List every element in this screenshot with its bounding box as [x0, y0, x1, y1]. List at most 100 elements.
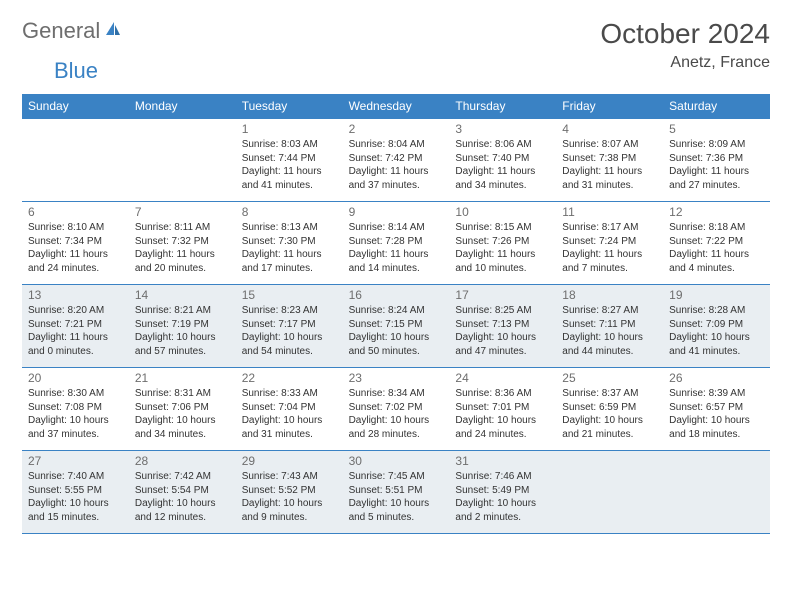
day-number: 25: [562, 371, 657, 385]
week-row: 1 Sunrise: 8:03 AMSunset: 7:44 PMDaylight…: [22, 119, 770, 202]
sunrise-text: Sunrise: 8:37 AM: [562, 387, 657, 401]
day-info: Sunrise: 8:25 AMSunset: 7:13 PMDaylight:…: [455, 304, 550, 358]
day-info: Sunrise: 8:04 AMSunset: 7:42 PMDaylight:…: [349, 138, 444, 192]
sunrise-text: Sunrise: 8:34 AM: [349, 387, 444, 401]
day-number: 15: [242, 288, 337, 302]
sunrise-text: Sunrise: 8:09 AM: [669, 138, 764, 152]
sunrise-text: Sunrise: 8:07 AM: [562, 138, 657, 152]
day-cell: 29Sunrise: 7:43 AMSunset: 5:52 PMDayligh…: [236, 451, 343, 533]
week-row: 6Sunrise: 8:10 AMSunset: 7:34 PMDaylight…: [22, 202, 770, 285]
day-cell: [129, 119, 236, 201]
day-info: Sunrise: 8:39 AMSunset: 6:57 PMDaylight:…: [669, 387, 764, 441]
day-cell: 6Sunrise: 8:10 AMSunset: 7:34 PMDaylight…: [22, 202, 129, 284]
day-cell: 8Sunrise: 8:13 AMSunset: 7:30 PMDaylight…: [236, 202, 343, 284]
sunset-text: Sunset: 7:24 PM: [562, 235, 657, 249]
sunset-text: Sunset: 7:19 PM: [135, 318, 230, 332]
day-info: Sunrise: 8:28 AMSunset: 7:09 PMDaylight:…: [669, 304, 764, 358]
daylight-text: Daylight: 11 hours and 34 minutes.: [455, 165, 550, 192]
sunset-text: Sunset: 7:13 PM: [455, 318, 550, 332]
sunset-text: Sunset: 7:22 PM: [669, 235, 764, 249]
day-number: 19: [669, 288, 764, 302]
daylight-text: Daylight: 10 hours and 50 minutes.: [349, 331, 444, 358]
day-cell: 10Sunrise: 8:15 AMSunset: 7:26 PMDayligh…: [449, 202, 556, 284]
daylight-text: Daylight: 10 hours and 5 minutes.: [349, 497, 444, 524]
sunset-text: Sunset: 7:17 PM: [242, 318, 337, 332]
day-cell: 19 Sunrise: 8:28 AMSunset: 7:09 PMDayligh…: [663, 285, 770, 367]
sunset-text: Sunset: 5:55 PM: [28, 484, 123, 498]
day-number: 1: [242, 122, 337, 136]
daylight-text: Daylight: 10 hours and 54 minutes.: [242, 331, 337, 358]
day-number: 13: [28, 288, 123, 302]
day-cell: 13Sunrise: 8:20 AMSunset: 7:21 PMDayligh…: [22, 285, 129, 367]
day-info: Sunrise: 8:30 AMSunset: 7:08 PMDaylight:…: [28, 387, 123, 441]
daylight-text: Daylight: 10 hours and 18 minutes.: [669, 414, 764, 441]
sunset-text: Sunset: 7:34 PM: [28, 235, 123, 249]
day-cell: 16 Sunrise: 8:24 AMSunset: 7:15 PMDayligh…: [343, 285, 450, 367]
day-header: Monday: [129, 94, 236, 119]
day-number: 21: [135, 371, 230, 385]
day-cell: 17 Sunrise: 8:25 AMSunset: 7:13 PMDayligh…: [449, 285, 556, 367]
day-cell: 28 Sunrise: 7:42 AMSunset: 5:54 PMDayligh…: [129, 451, 236, 533]
day-info: Sunrise: 8:27 AMSunset: 7:11 PMDaylight:…: [562, 304, 657, 358]
sunset-text: Sunset: 6:57 PM: [669, 401, 764, 415]
day-cell: 22 Sunrise: 8:33 AMSunset: 7:04 PMDayligh…: [236, 368, 343, 450]
day-number: 24: [455, 371, 550, 385]
day-info: Sunrise: 8:37 AMSunset: 6:59 PMDaylight:…: [562, 387, 657, 441]
day-info: Sunrise: 8:06 AMSunset: 7:40 PMDaylight:…: [455, 138, 550, 192]
daylight-text: Daylight: 10 hours and 47 minutes.: [455, 331, 550, 358]
day-info: Sunrise: 8:03 AMSunset: 7:44 PMDaylight:…: [242, 138, 337, 192]
day-info: Sunrise: 8:33 AMSunset: 7:04 PMDaylight:…: [242, 387, 337, 441]
sunrise-text: Sunrise: 8:11 AM: [135, 221, 230, 235]
sunset-text: Sunset: 7:38 PM: [562, 152, 657, 166]
day-cell: 26Sunrise: 8:39 AMSunset: 6:57 PMDayligh…: [663, 368, 770, 450]
daylight-text: Daylight: 11 hours and 27 minutes.: [669, 165, 764, 192]
day-info: Sunrise: 8:34 AMSunset: 7:02 PMDaylight:…: [349, 387, 444, 441]
week-row: 20Sunrise: 8:30 AMSunset: 7:08 PMDayligh…: [22, 368, 770, 451]
day-number: 28: [135, 454, 230, 468]
sunrise-text: Sunrise: 8:13 AM: [242, 221, 337, 235]
day-number: 31: [455, 454, 550, 468]
day-cell: 31 Sunrise: 7:46 AMSunset: 5:49 PMDayligh…: [449, 451, 556, 533]
day-number: 12: [669, 205, 764, 219]
sunset-text: Sunset: 7:02 PM: [349, 401, 444, 415]
sunrise-text: Sunrise: 8:18 AM: [669, 221, 764, 235]
sunset-text: Sunset: 5:52 PM: [242, 484, 337, 498]
day-cell: [22, 119, 129, 201]
sunrise-text: Sunrise: 8:36 AM: [455, 387, 550, 401]
daylight-text: Daylight: 11 hours and 0 minutes.: [28, 331, 123, 358]
day-number: 30: [349, 454, 444, 468]
day-info: Sunrise: 8:13 AMSunset: 7:30 PMDaylight:…: [242, 221, 337, 275]
sunrise-text: Sunrise: 8:17 AM: [562, 221, 657, 235]
day-info: Sunrise: 7:46 AMSunset: 5:49 PMDaylight:…: [455, 470, 550, 524]
day-cell: [556, 451, 663, 533]
daylight-text: Daylight: 11 hours and 31 minutes.: [562, 165, 657, 192]
sunrise-text: Sunrise: 8:39 AM: [669, 387, 764, 401]
sunset-text: Sunset: 7:30 PM: [242, 235, 337, 249]
sunrise-text: Sunrise: 8:23 AM: [242, 304, 337, 318]
day-cell: 20Sunrise: 8:30 AMSunset: 7:08 PMDayligh…: [22, 368, 129, 450]
daylight-text: Daylight: 10 hours and 57 minutes.: [135, 331, 230, 358]
day-cell: 4Sunrise: 8:07 AMSunset: 7:38 PMDaylight…: [556, 119, 663, 201]
day-header: Wednesday: [343, 94, 450, 119]
day-number: 3: [455, 122, 550, 136]
weeks-container: 1 Sunrise: 8:03 AMSunset: 7:44 PMDaylight…: [22, 119, 770, 534]
day-cell: 12Sunrise: 8:18 AMSunset: 7:22 PMDayligh…: [663, 202, 770, 284]
sunrise-text: Sunrise: 8:15 AM: [455, 221, 550, 235]
sunset-text: Sunset: 5:51 PM: [349, 484, 444, 498]
day-cell: 2Sunrise: 8:04 AMSunset: 7:42 PMDaylight…: [343, 119, 450, 201]
daylight-text: Daylight: 11 hours and 20 minutes.: [135, 248, 230, 275]
sunset-text: Sunset: 7:15 PM: [349, 318, 444, 332]
day-number: 17: [455, 288, 550, 302]
day-info: Sunrise: 7:45 AMSunset: 5:51 PMDaylight:…: [349, 470, 444, 524]
daylight-text: Daylight: 11 hours and 41 minutes.: [242, 165, 337, 192]
day-cell: 1 Sunrise: 8:03 AMSunset: 7:44 PMDaylight…: [236, 119, 343, 201]
day-cell: 9Sunrise: 8:14 AMSunset: 7:28 PMDaylight…: [343, 202, 450, 284]
day-number: 22: [242, 371, 337, 385]
sunset-text: Sunset: 7:09 PM: [669, 318, 764, 332]
day-info: Sunrise: 8:11 AMSunset: 7:32 PMDaylight:…: [135, 221, 230, 275]
sunrise-text: Sunrise: 8:24 AM: [349, 304, 444, 318]
sunrise-text: Sunrise: 8:21 AM: [135, 304, 230, 318]
sunset-text: Sunset: 5:54 PM: [135, 484, 230, 498]
day-number: 16: [349, 288, 444, 302]
day-info: Sunrise: 7:42 AMSunset: 5:54 PMDaylight:…: [135, 470, 230, 524]
